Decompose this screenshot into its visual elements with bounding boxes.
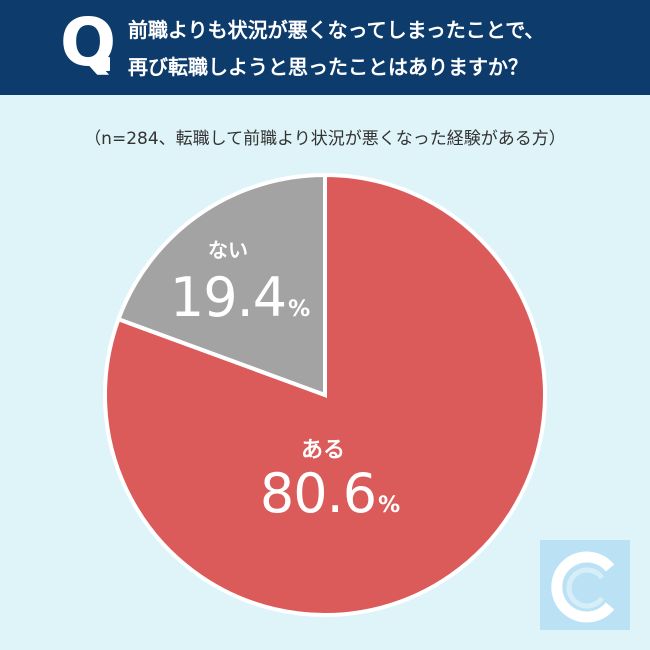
slice-value-aru-number: 80.6 [259,462,377,525]
question-header: Q 前職よりも状況が悪くなってしまったことで、 再び転職しようと思ったことはあり… [0,0,650,95]
slice-value-nai-number: 19.4 [169,266,287,329]
slice-label-nai: ない [208,238,248,262]
slice-label-aru: ある [300,438,345,463]
pie-slice-nai [115,172,327,398]
percent-sign-nai: % [288,297,311,322]
slice-value-aru: 80.6% [240,462,420,525]
sample-note: （n=284、転職して前職より状況が悪くなった経験がある方） [84,129,566,149]
q-dot [96,57,110,71]
slice-value-nai: 19.4% [165,266,315,329]
question-line-2: 再び転職しようと思ったことはありますか？ [128,55,528,79]
percent-sign-aru: % [378,493,401,518]
logo-mark [540,540,630,630]
question-line-1: 前職よりも状況が悪くなってしまったことで、 [128,18,545,42]
